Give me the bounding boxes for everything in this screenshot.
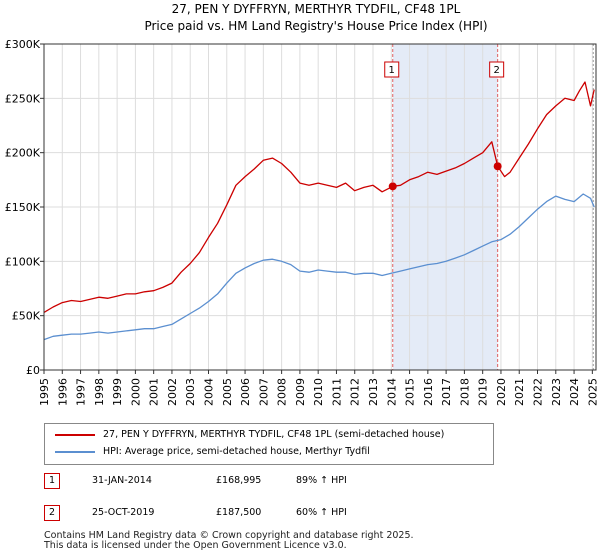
sale-price: £187,500 [216, 507, 262, 518]
x-tick-label: 2020 [495, 378, 508, 406]
x-tick-label: 2004 [203, 378, 216, 406]
sale-price: £168,995 [216, 475, 262, 486]
sale-hpi-change: 60% ↑ HPI [296, 507, 347, 518]
x-tick-label: 2019 [477, 378, 490, 406]
sale-label: 1 [389, 65, 395, 76]
sale-date: 31-JAN-2014 [92, 475, 152, 486]
x-tick-label: 1998 [93, 378, 106, 406]
x-tick-label: 1999 [111, 378, 124, 406]
x-tick-label: 1995 [38, 378, 51, 406]
x-tick-label: 2001 [148, 378, 161, 406]
x-tick-label: 2010 [312, 378, 325, 406]
x-tick-label: 2008 [276, 378, 289, 406]
legend-label-property: 27, PEN Y DYFFRYN, MERTHYR TYDFIL, CF48 … [103, 429, 445, 440]
hpi-line [43, 193, 595, 341]
sale-date: 25-OCT-2019 [92, 507, 155, 518]
x-tick-label: 2005 [221, 378, 234, 406]
sale-marker-badge: 2 [44, 505, 60, 521]
chart-title: 27, PEN Y DYFFRYN, MERTHYR TYDFIL, CF48 … [172, 2, 461, 16]
table-row: 2 25-OCT-2019 £187,500 60% ↑ HPI [44, 505, 564, 525]
x-tick-label: 2018 [458, 378, 471, 406]
legend-label-hpi: HPI: Average price, semi-detached house,… [103, 446, 370, 457]
footer: Contains HM Land Registry data © Crown c… [44, 531, 414, 551]
y-tick-label: £200K [5, 147, 41, 160]
sale-label: 2 [493, 65, 499, 76]
sale-label-box [384, 61, 400, 78]
x-tick-label: 2016 [422, 378, 435, 406]
x-tick-label: 2014 [385, 378, 398, 406]
sale-point [388, 182, 397, 191]
x-tick-label: 2017 [440, 378, 453, 406]
x-tick-label: 1997 [75, 378, 88, 406]
table-row: 1 31-JAN-2014 £168,995 89% ↑ HPI [44, 473, 564, 493]
sale-hpi-change: 89% ↑ HPI [296, 475, 347, 486]
y-tick-label: £50K [12, 310, 41, 323]
x-tick-label: 2023 [550, 378, 563, 406]
legend-swatch-property [55, 434, 95, 436]
x-tick-label: 2022 [532, 378, 545, 406]
y-tick-label: £0 [26, 364, 40, 377]
chart: 27, PEN Y DYFFRYN, MERTHYR TYDFIL, CF48 … [5, 2, 600, 406]
sale-point [493, 162, 502, 171]
x-tick-label: 2000 [129, 378, 142, 406]
footer-line-1: Contains HM Land Registry data © Crown c… [44, 530, 414, 541]
footer-line-2: This data is licensed under the Open Gov… [44, 540, 347, 551]
y-tick-label: £150K [5, 201, 41, 214]
y-tick-label: £300K [5, 38, 41, 51]
x-tick-label: 2013 [367, 378, 380, 406]
y-tick-label: £100K [5, 255, 41, 268]
legend: 27, PEN Y DYFFRYN, MERTHYR TYDFIL, CF48 … [44, 423, 494, 465]
x-tick-label: 2002 [166, 378, 179, 406]
x-tick-label: 2009 [294, 378, 307, 406]
x-tick-label: 2025 [586, 378, 599, 406]
x-tick-label: 1996 [56, 378, 69, 406]
x-tick-label: 2012 [349, 378, 362, 406]
y-tick-label: £250K [5, 92, 41, 105]
x-tick-label: 2015 [404, 378, 417, 406]
legend-swatch-hpi [55, 451, 95, 453]
chart-subtitle: Price paid vs. HM Land Registry's House … [144, 19, 487, 33]
sale-label-box [489, 61, 505, 78]
x-tick-label: 2011 [330, 378, 343, 406]
x-tick-label: 2006 [239, 378, 252, 406]
x-tick-label: 2024 [568, 378, 581, 406]
x-tick-label: 2021 [513, 378, 526, 406]
property-price-line [43, 81, 595, 313]
x-tick-label: 2003 [184, 378, 197, 406]
sale-marker-badge: 1 [44, 473, 60, 489]
x-tick-label: 2007 [257, 378, 270, 406]
plot-area: 1 2 £0 £50K £100K £150K £200K £250K £300K 1995 199… [5, 38, 600, 406]
